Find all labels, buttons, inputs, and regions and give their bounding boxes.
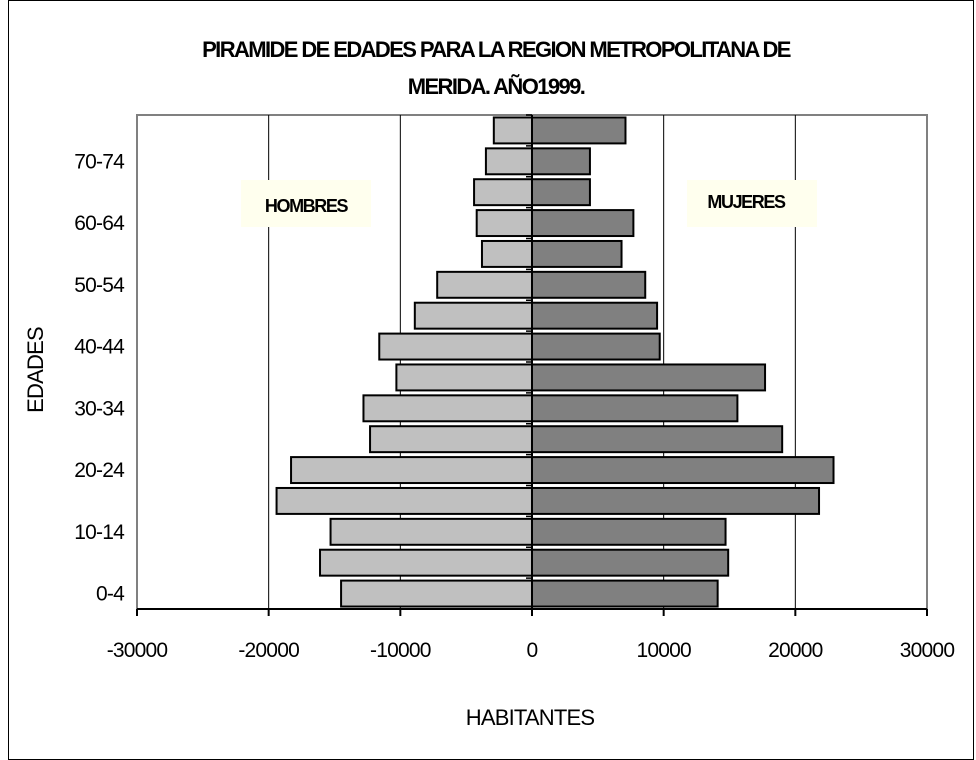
women-bar [531, 147, 591, 176]
women-bar [531, 486, 821, 515]
men-bar [369, 425, 533, 454]
men-bar [395, 363, 533, 392]
legend-hombres-label: HOMBRES [265, 196, 349, 216]
y-tick-label: 0-4 [96, 583, 125, 606]
y-tick-labels: 0-4 10-14 20-24 30-34 40-44 50-54 60-64 70-74 [74, 150, 126, 606]
men-bar [484, 147, 533, 176]
x-tick-label: -30000 [107, 639, 168, 662]
men-bar [436, 270, 534, 299]
women-bar [531, 425, 784, 454]
men-bar [329, 517, 533, 546]
chart-title-line-2: MERIDA. AÑO1999. [408, 74, 585, 99]
axes [136, 114, 928, 616]
women-bar [531, 363, 767, 392]
y-tick-label: 50-54 [74, 274, 125, 297]
bars [275, 116, 835, 608]
men-bar [473, 178, 534, 207]
y-tick-label: 10-14 [74, 521, 125, 544]
men-bar [480, 239, 534, 268]
x-tick-labels: -30000 -20000 -10000 0 10000 20000 30000 [107, 639, 955, 662]
women-bar [531, 456, 835, 485]
legend-hombres-box [241, 180, 371, 227]
women-bar [531, 548, 730, 577]
men-bar [340, 579, 534, 608]
legend-mujeres-box [687, 180, 817, 227]
x-tick-label: 10000 [636, 639, 691, 662]
men-bar [275, 486, 534, 515]
x-tick-label: -10000 [370, 639, 431, 662]
y-tick-label: 30-34 [74, 397, 125, 420]
men-bar [475, 209, 534, 238]
women-bar [531, 239, 623, 268]
x-axis-title: HABITANTES [466, 705, 595, 730]
men-bar [492, 116, 534, 145]
women-bar [531, 517, 727, 546]
men-bar [378, 332, 533, 361]
x-tick-label: -20000 [238, 639, 299, 662]
men-bar [319, 548, 533, 577]
y-tick-label: 20-24 [74, 459, 125, 482]
x-tick-label: 0 [527, 639, 538, 662]
men-bar [362, 394, 534, 423]
y-tick-label: 60-64 [74, 212, 125, 235]
women-bar [531, 178, 591, 207]
y-tick-label: 40-44 [74, 336, 125, 359]
women-bar [531, 301, 659, 330]
x-tick-label: 30000 [900, 639, 955, 662]
chart-title-line-1: PIRAMIDE DE EDADES PARA LA REGION METROP… [202, 37, 791, 62]
population-pyramid-chart: PIRAMIDE DE EDADES PARA LA REGION METROP… [23, 37, 955, 730]
legend-mujeres-label: MUJERES [707, 192, 786, 212]
women-bar [531, 394, 739, 423]
x-tick-label: 20000 [768, 639, 823, 662]
women-bar [531, 332, 661, 361]
women-bar [531, 579, 719, 608]
women-bar [531, 270, 647, 299]
women-bar [531, 116, 627, 145]
women-bar [531, 209, 635, 238]
y-tick-label: 70-74 [74, 150, 125, 173]
men-bar [290, 456, 533, 485]
y-axis-title: EDADES [23, 327, 48, 413]
men-bar [413, 301, 534, 330]
